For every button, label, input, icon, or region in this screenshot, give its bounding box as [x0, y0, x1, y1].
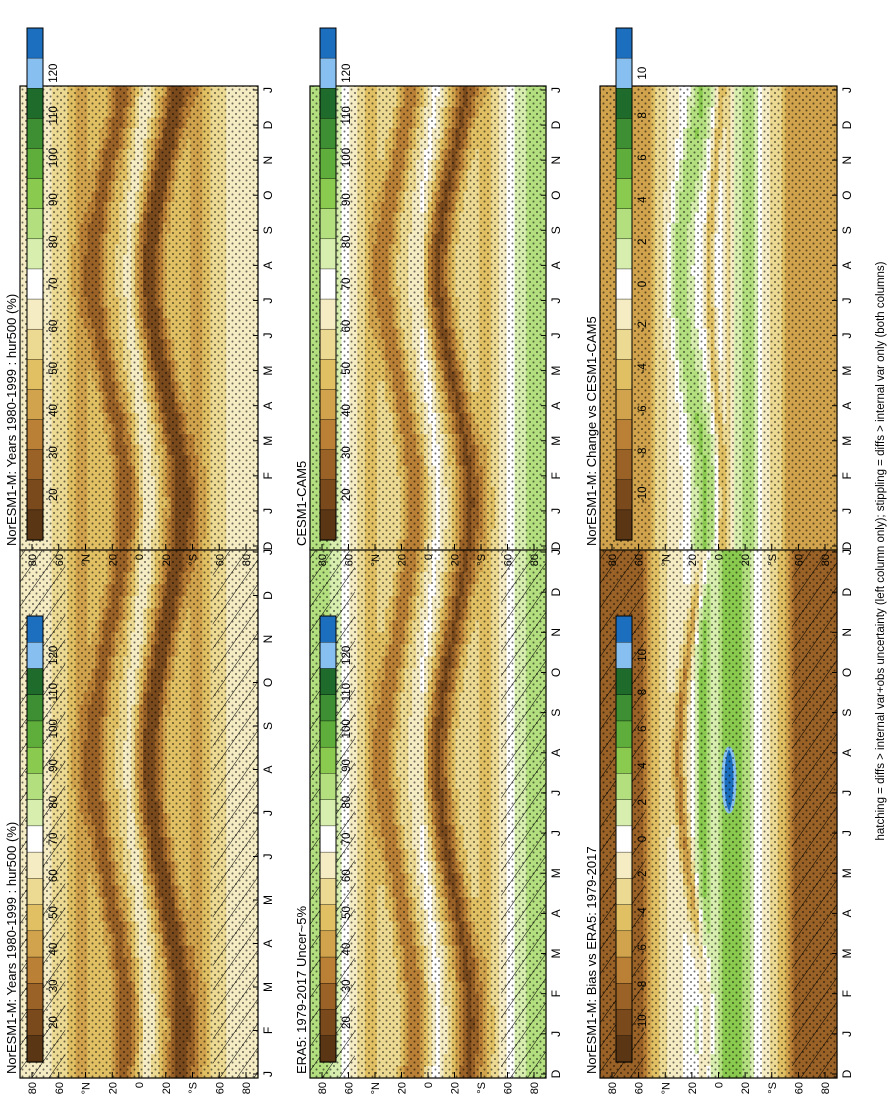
colorbar-swatch	[26, 642, 44, 670]
panel-1: 80 60 °N 20 0 20 °S 60 80 J F M A M J J A S O N D J NorESM1-M:…	[4, 547, 275, 1094]
lat-tick-label: 80	[241, 1082, 253, 1094]
colorbar-swatch	[26, 878, 44, 906]
colorbar-swatch	[26, 904, 44, 932]
panel-grid: 80 60 °N 20 0 20 °S 60 80 J F M A M J J A S O N D J NorESM1-M:…	[4, 27, 854, 1094]
colorbar-swatch	[26, 773, 44, 801]
lat-tick-label: 20	[107, 1082, 119, 1094]
month-tick-label: S	[261, 722, 275, 730]
colorbar-tick-label: 100	[48, 719, 60, 738]
colorbar-swatch	[26, 956, 44, 984]
colorbar-swatch	[26, 746, 44, 775]
colorbar-swatch	[26, 720, 44, 748]
lat-tick-label: °N	[81, 1082, 93, 1094]
colorbar-tick-label: 40	[48, 943, 60, 956]
month-tick-label: A	[261, 939, 275, 947]
lat-tick-label: 80	[27, 1082, 39, 1094]
lat-tick-label: 60	[54, 1082, 66, 1094]
colorbar-tick-label: 110	[48, 683, 60, 701]
month-tick-label: D	[261, 591, 275, 600]
lat-tick-label: 0	[134, 1082, 146, 1088]
month-tick-label: J	[261, 810, 275, 816]
colorbar-swatch	[26, 694, 44, 722]
lat-tick-label: 20	[161, 1082, 173, 1094]
month-tick-label: F	[261, 1027, 275, 1034]
month-tick-label: O	[261, 678, 275, 687]
colorbar-tick-label: 80	[48, 796, 60, 809]
colorbar-swatch	[26, 615, 44, 643]
lat-tick-label: °S	[188, 1082, 200, 1094]
panel-title: NorESM1-M: Years 1980-1999 : hur500 (%)	[4, 822, 19, 1074]
colorbar-swatch	[26, 983, 44, 1011]
month-tick-label: J	[261, 549, 275, 555]
month-tick-label: J	[261, 854, 275, 860]
colorbar-swatch	[26, 1035, 44, 1063]
colorbar-swatch	[26, 1009, 44, 1037]
colorbar-tick-label: 60	[48, 869, 60, 882]
colorbar: 120 110 100 90 80 70 60 50 40 30 20	[26, 615, 60, 1063]
month-tick-label: M	[261, 982, 275, 992]
colorbar-swatch	[26, 825, 44, 853]
colorbar-swatch	[26, 668, 44, 696]
colorbar-tick-label: 70	[48, 833, 60, 846]
lat-tick-label: 60	[214, 1082, 226, 1094]
colorbar-tick-label: 50	[48, 906, 60, 919]
colorbar-frame	[26, 615, 44, 1063]
colorbar-tick-label: 90	[48, 759, 60, 772]
hatching-overlay-south	[212, 548, 258, 1078]
colorbar-swatch	[26, 930, 44, 958]
colorbar-tick-label: 20	[48, 1016, 60, 1029]
panel-2: 80 60 °N 20 0 20 °S 60 80DJFMAMJJASONDJNorESM1-M…	[4, 27, 275, 566]
month-tick-label: A	[261, 765, 275, 773]
month-tick-label: N	[261, 635, 275, 644]
colorbar-swatch	[26, 851, 44, 879]
colorbar-tick-label: 120	[48, 646, 60, 665]
month-tick-label: M	[261, 895, 275, 905]
colorbar-swatch	[26, 799, 44, 827]
month-tick-label: J	[261, 1071, 275, 1077]
colorbar-tick-label: 30	[48, 980, 60, 993]
